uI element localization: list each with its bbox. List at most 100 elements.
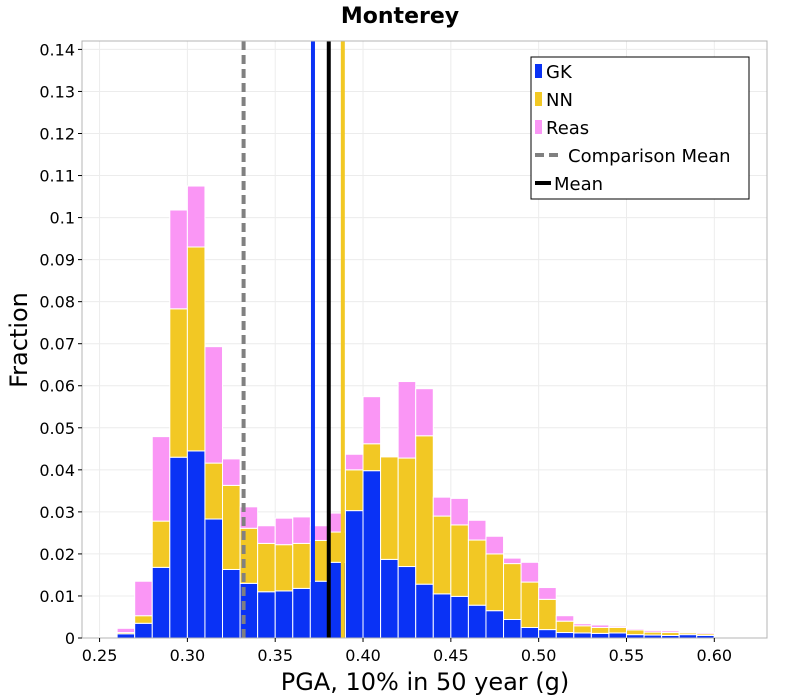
bar-reas-35 (713, 635, 733, 638)
plot-frame (81, 40, 768, 639)
bar-gk-33 (678, 634, 698, 639)
bars (99, 185, 750, 639)
bar-gk-18 (415, 583, 434, 639)
bar-nn-17 (397, 457, 417, 568)
bar-gk-24 (520, 626, 540, 639)
bar-gk-15 (362, 470, 382, 639)
bar-reas-32 (661, 630, 680, 634)
y-tick-label: 0.13 (39, 82, 75, 101)
bar-reas-19 (432, 496, 452, 517)
bar-nn-16 (380, 456, 399, 560)
bar-reas-9 (257, 525, 276, 544)
x-tick-label: 0.55 (609, 646, 645, 665)
bar-gk-30 (625, 634, 645, 639)
bar-reas-6 (204, 346, 224, 464)
bar-reas-7 (222, 458, 241, 486)
bar-gk-5 (186, 450, 206, 639)
bar-nn-28 (590, 626, 610, 634)
bar-gk-27 (573, 632, 592, 639)
bar-reas-29 (608, 625, 627, 628)
legend-swatch-nn (535, 92, 542, 106)
bar-nn-3 (151, 520, 171, 568)
bar-nn-29 (608, 626, 627, 634)
bar-reas-22 (485, 535, 505, 555)
x-tick-label: 0.50 (521, 646, 557, 665)
bar-reas-28 (590, 624, 610, 628)
reference-lines (241, 41, 345, 638)
y-tick-label: 0.01 (39, 587, 75, 606)
y-tick-label: 0.1 (50, 209, 75, 228)
bar-nn-25 (538, 598, 557, 631)
bar-reas-5 (186, 185, 206, 248)
bar-gk-16 (380, 558, 399, 639)
y-tick-label: 0.11 (39, 167, 75, 186)
bar-nn-4 (169, 308, 188, 458)
bar-gk-10 (274, 590, 294, 639)
x-tick-label: 0.30 (170, 646, 206, 665)
bar-reas-25 (538, 587, 557, 600)
legend-swatch-reas (535, 120, 542, 134)
x-tick-label: 0.60 (696, 646, 732, 665)
bar-nn-14 (344, 469, 364, 512)
bar-reas-10 (274, 517, 294, 546)
bar-gk-28 (590, 632, 610, 639)
legend: GK NN Reas Comparison Mean Mean (530, 56, 750, 200)
bar-reas-20 (450, 497, 469, 526)
bar-reas-27 (573, 623, 592, 627)
legend-swatch-gk (535, 64, 542, 78)
bar-nn-27 (573, 625, 592, 634)
bar-nn-2 (134, 615, 153, 624)
y-tick-label: 0.03 (39, 503, 75, 522)
bar-reas-15 (362, 396, 382, 445)
bar-reas-16 (380, 455, 399, 458)
bar-reas-11 (292, 516, 311, 544)
bar-gk-26 (555, 632, 575, 639)
bar-gk-11 (292, 587, 311, 639)
y-tick-label: 0.09 (39, 251, 75, 270)
y-tick-label: 0.04 (39, 461, 75, 480)
legend-label: Comparison Mean (568, 146, 731, 167)
bar-reas-30 (625, 628, 645, 631)
bar-reas-26 (555, 615, 575, 622)
bar-gk-9 (257, 591, 276, 639)
bar-gk-29 (608, 632, 627, 639)
bar-nn-30 (625, 629, 645, 636)
bar-reas-34 (696, 632, 715, 635)
bar-gk-14 (344, 510, 364, 639)
bar-gk-22 (485, 610, 505, 639)
y-tick-label: 0.14 (39, 40, 75, 59)
bar-gk-1 (116, 633, 136, 639)
y-tick-label: 0.02 (39, 545, 75, 564)
bar-gk-25 (538, 629, 557, 639)
bar-nn-7 (222, 484, 241, 570)
bar-gk-3 (151, 566, 171, 639)
bar-gk-4 (169, 456, 188, 639)
legend-box (530, 56, 750, 200)
y-axis-ticks: 0 0.01 0.02 0.03 0.04 0.05 0.06 0.07 0.08 0.09 0.1… (39, 40, 82, 648)
bar-gk-7 (222, 568, 241, 639)
bar-gk-2 (134, 622, 153, 639)
y-tick-label: 0.07 (39, 335, 75, 354)
bar-nn-9 (257, 542, 276, 593)
y-tick-label: 0.05 (39, 419, 75, 438)
bar-reas-21 (467, 519, 487, 541)
x-tick-label: 0.35 (257, 646, 293, 665)
bar-nn-26 (555, 620, 575, 634)
bar-nn-11 (292, 542, 311, 589)
x-tick-label: 0.40 (345, 646, 381, 665)
y-axis-label: Fraction (5, 292, 33, 388)
x-axis-label: PGA, 10% in 50 year (g) (281, 668, 570, 696)
bar-gk-6 (204, 518, 224, 639)
bar-nn-21 (467, 539, 487, 606)
bar-nn-5 (186, 246, 206, 452)
bar-reas-4 (169, 209, 188, 310)
bar-reas-2 (134, 580, 153, 617)
x-tick-label: 0.25 (82, 646, 118, 665)
bar-reas-3 (151, 436, 171, 522)
bar-reas-18 (415, 388, 434, 437)
bar-nn-6 (204, 462, 224, 520)
bar-nn-24 (520, 581, 540, 628)
y-tick-label: 0.06 (39, 377, 75, 396)
bar-reas-31 (643, 629, 663, 633)
